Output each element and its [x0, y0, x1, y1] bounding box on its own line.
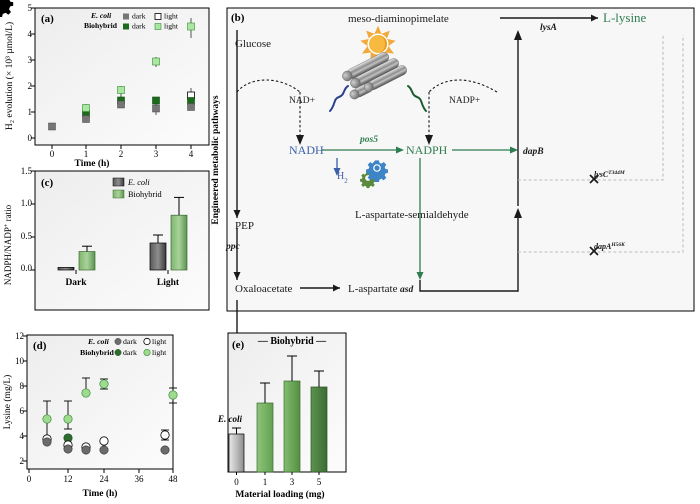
- svg-text:pos5: pos5: [359, 135, 378, 145]
- svg-text:dapB: dapB: [523, 147, 544, 157]
- svg-text:5: 5: [317, 477, 322, 487]
- svg-text:light: light: [164, 22, 179, 31]
- svg-text:Biohybrid: Biohybrid: [84, 21, 118, 30]
- svg-text:0.5: 0.5: [21, 231, 33, 241]
- svg-text:— Biohybrid —: — Biohybrid —: [257, 336, 327, 347]
- svg-text:E. coli: E. coli: [217, 414, 242, 424]
- svg-text:dark: dark: [132, 12, 146, 21]
- svg-text:NADP+: NADP+: [449, 96, 480, 106]
- svg-text:asd: asd: [400, 285, 413, 295]
- svg-text:light: light: [152, 348, 167, 357]
- svg-text:12: 12: [64, 474, 73, 484]
- svg-text:(b): (b): [231, 12, 245, 24]
- svg-text:0: 0: [50, 149, 55, 159]
- svg-text:H₂ evolution (× 10³ µmol/L): H₂ evolution (× 10³ µmol/L): [4, 22, 15, 130]
- svg-text:0: 0: [234, 477, 239, 487]
- svg-text:E. coli: E. coli: [90, 11, 112, 20]
- svg-text:Time (h): Time (h): [75, 158, 110, 169]
- svg-text:light: light: [164, 12, 179, 21]
- svg-text:Oxaloacetate: Oxaloacetate: [235, 283, 293, 295]
- svg-text:(a): (a): [41, 13, 54, 25]
- svg-text:Time (h): Time (h): [83, 488, 118, 499]
- svg-text:Lysine (mg/L): Lysine (mg/L): [2, 375, 13, 430]
- svg-text:1.5: 1.5: [21, 166, 33, 176]
- svg-text:4: 4: [189, 149, 194, 159]
- svg-text:lysA: lysA: [540, 23, 557, 33]
- svg-text:Dark: Dark: [65, 278, 87, 288]
- svg-text:Light: Light: [157, 278, 180, 288]
- svg-text:NAD+: NAD+: [289, 96, 315, 106]
- svg-text:1: 1: [263, 477, 268, 487]
- svg-text:3: 3: [290, 477, 295, 487]
- svg-text:L-aspartate-semialdehyde: L-aspartate-semialdehyde: [355, 209, 469, 221]
- svg-text:Engineered metabolic pathways: Engineered metabolic pathways: [211, 95, 221, 224]
- svg-text:NADPH: NADPH: [406, 143, 448, 157]
- svg-text:light: light: [152, 337, 167, 346]
- svg-text:1.0: 1.0: [21, 198, 33, 208]
- svg-text:meso-diaminopimelate: meso-diaminopimelate: [348, 13, 449, 25]
- svg-text:L-lysine: L-lysine: [603, 10, 647, 25]
- svg-text:NADH: NADH: [289, 143, 324, 157]
- svg-text:12: 12: [15, 331, 24, 341]
- svg-text:0.0: 0.0: [21, 263, 33, 273]
- svg-text:ppc: ppc: [225, 242, 241, 252]
- svg-text:0: 0: [27, 474, 32, 484]
- svg-text:(c): (c): [41, 177, 54, 189]
- svg-text:dark: dark: [123, 337, 137, 346]
- svg-text:L-aspartate: L-aspartate: [348, 283, 398, 295]
- svg-text:24: 24: [100, 474, 110, 484]
- svg-text:1: 1: [84, 149, 89, 159]
- svg-text:E. coli: E. coli: [127, 178, 150, 187]
- svg-text:Biohybrid: Biohybrid: [80, 348, 114, 357]
- svg-text:Material loading (mg): Material loading (mg): [235, 489, 324, 500]
- svg-text:PEP: PEP: [235, 220, 254, 232]
- svg-text:NADPH/NADP+ ratio: NADPH/NADP+ ratio: [3, 204, 13, 285]
- svg-text:Glucose: Glucose: [235, 38, 271, 50]
- svg-text:Biohybrid: Biohybrid: [128, 190, 163, 199]
- svg-text:dark: dark: [123, 348, 137, 357]
- svg-text:E. coli: E. coli: [87, 337, 110, 346]
- svg-text:dark: dark: [132, 22, 146, 31]
- svg-text:48: 48: [169, 474, 179, 484]
- svg-text:(e): (e): [232, 339, 245, 351]
- svg-text:3: 3: [154, 149, 159, 159]
- svg-text:(d): (d): [33, 340, 47, 352]
- svg-text:2: 2: [119, 149, 124, 159]
- svg-text:36: 36: [135, 474, 145, 484]
